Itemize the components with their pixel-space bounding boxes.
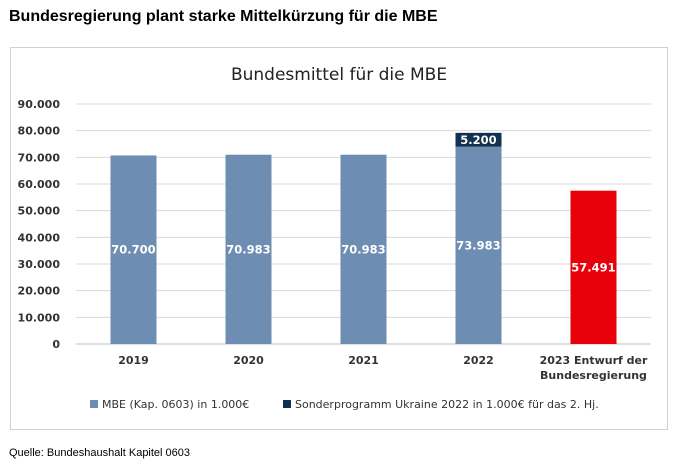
- source-note: Quelle: Bundeshaushalt Kapitel 0603: [9, 447, 191, 459]
- x-category-label: 2020: [233, 354, 264, 367]
- data-label-mbe: 70.983: [341, 242, 385, 256]
- bar-ukraine-2022: [455, 132, 502, 147]
- bar-mbe-2022: [455, 146, 502, 344]
- bar-mbe-2021: [340, 154, 387, 344]
- chart-frame: Bundesmittel für die MBE 0 10.000 20.000 30…: [10, 47, 668, 430]
- chart-title: Bundesmittel für die MBE: [231, 65, 447, 85]
- data-label-ukraine: 5.200: [460, 133, 496, 147]
- page-headline: Bundesregierung plant starke Mittelkürzu…: [9, 8, 438, 25]
- x-category-label: 2019: [118, 354, 149, 367]
- y-tick-label: 40.000: [18, 231, 61, 244]
- legend-label-ukraine: Sonderprogramm Ukraine 2022 in 1.000€ fü…: [295, 398, 599, 411]
- y-tick-label: 70.000: [18, 151, 61, 164]
- y-tick-label: 10.000: [18, 311, 61, 324]
- data-label-mbe: 70.700: [111, 243, 155, 257]
- x-category-label: Bundesregierung: [540, 369, 647, 382]
- bar-chart: Bundesmittel für die MBE 0 10.000 20.000 30…: [18, 65, 651, 411]
- y-tick-label: 90.000: [18, 98, 61, 111]
- y-tick-label: 0: [52, 338, 60, 351]
- y-tick-label: 60.000: [18, 178, 61, 191]
- data-label-mbe: 73.983: [456, 238, 500, 252]
- legend-swatch-ukraine: [283, 400, 291, 408]
- legend-label-mbe: MBE (Kap. 0603) in 1.000€: [102, 398, 249, 411]
- x-category-label: 2023 Entwurf der: [540, 354, 648, 367]
- bar-mbe-2019: [110, 155, 157, 344]
- bar-mbe-2020: [225, 154, 272, 344]
- y-tick-label: 30.000: [18, 258, 61, 271]
- data-label-mbe: 57.491: [571, 260, 615, 274]
- x-category-label: 2021: [348, 354, 379, 367]
- bar-mbe-2023: [570, 190, 617, 344]
- data-label-mbe: 70.983: [226, 242, 270, 256]
- x-category-label: 2022: [463, 354, 494, 367]
- y-tick-label: 50.000: [18, 205, 61, 218]
- y-tick-label: 80.000: [18, 125, 61, 138]
- y-tick-label: 20.000: [18, 285, 61, 298]
- legend-swatch-mbe: [90, 400, 98, 408]
